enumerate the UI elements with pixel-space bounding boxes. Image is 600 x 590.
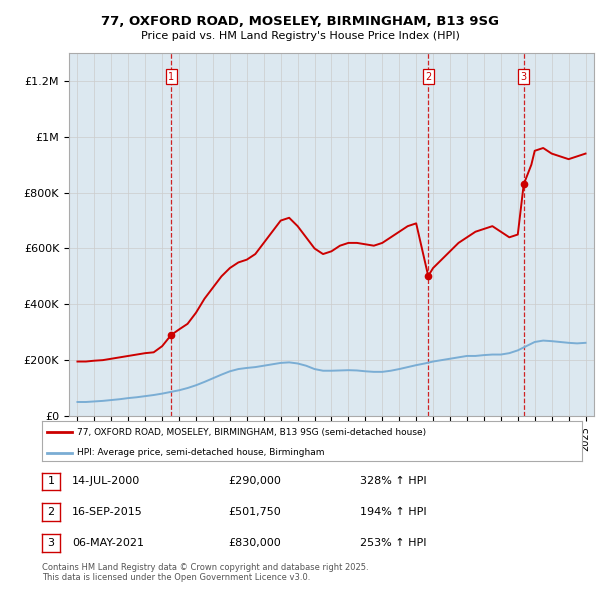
Text: £830,000: £830,000 [228,538,281,548]
Text: Price paid vs. HM Land Registry's House Price Index (HPI): Price paid vs. HM Land Registry's House … [140,31,460,41]
Text: £290,000: £290,000 [228,477,281,486]
Text: 328% ↑ HPI: 328% ↑ HPI [360,477,427,486]
Text: 06-MAY-2021: 06-MAY-2021 [72,538,144,548]
Text: 3: 3 [521,72,527,82]
Text: 77, OXFORD ROAD, MOSELEY, BIRMINGHAM, B13 9SG: 77, OXFORD ROAD, MOSELEY, BIRMINGHAM, B1… [101,15,499,28]
Text: 194% ↑ HPI: 194% ↑ HPI [360,507,427,517]
Text: £501,750: £501,750 [228,507,281,517]
Text: 1: 1 [168,72,174,82]
Text: 2: 2 [425,72,431,82]
Text: 2: 2 [47,507,55,517]
Text: 14-JUL-2000: 14-JUL-2000 [72,477,140,486]
Text: HPI: Average price, semi-detached house, Birmingham: HPI: Average price, semi-detached house,… [77,448,325,457]
Text: 16-SEP-2015: 16-SEP-2015 [72,507,143,517]
Text: 253% ↑ HPI: 253% ↑ HPI [360,538,427,548]
Text: 77, OXFORD ROAD, MOSELEY, BIRMINGHAM, B13 9SG (semi-detached house): 77, OXFORD ROAD, MOSELEY, BIRMINGHAM, B1… [77,428,426,437]
Text: 1: 1 [47,477,55,486]
Text: 3: 3 [47,538,55,548]
Text: Contains HM Land Registry data © Crown copyright and database right 2025.
This d: Contains HM Land Registry data © Crown c… [42,563,368,582]
